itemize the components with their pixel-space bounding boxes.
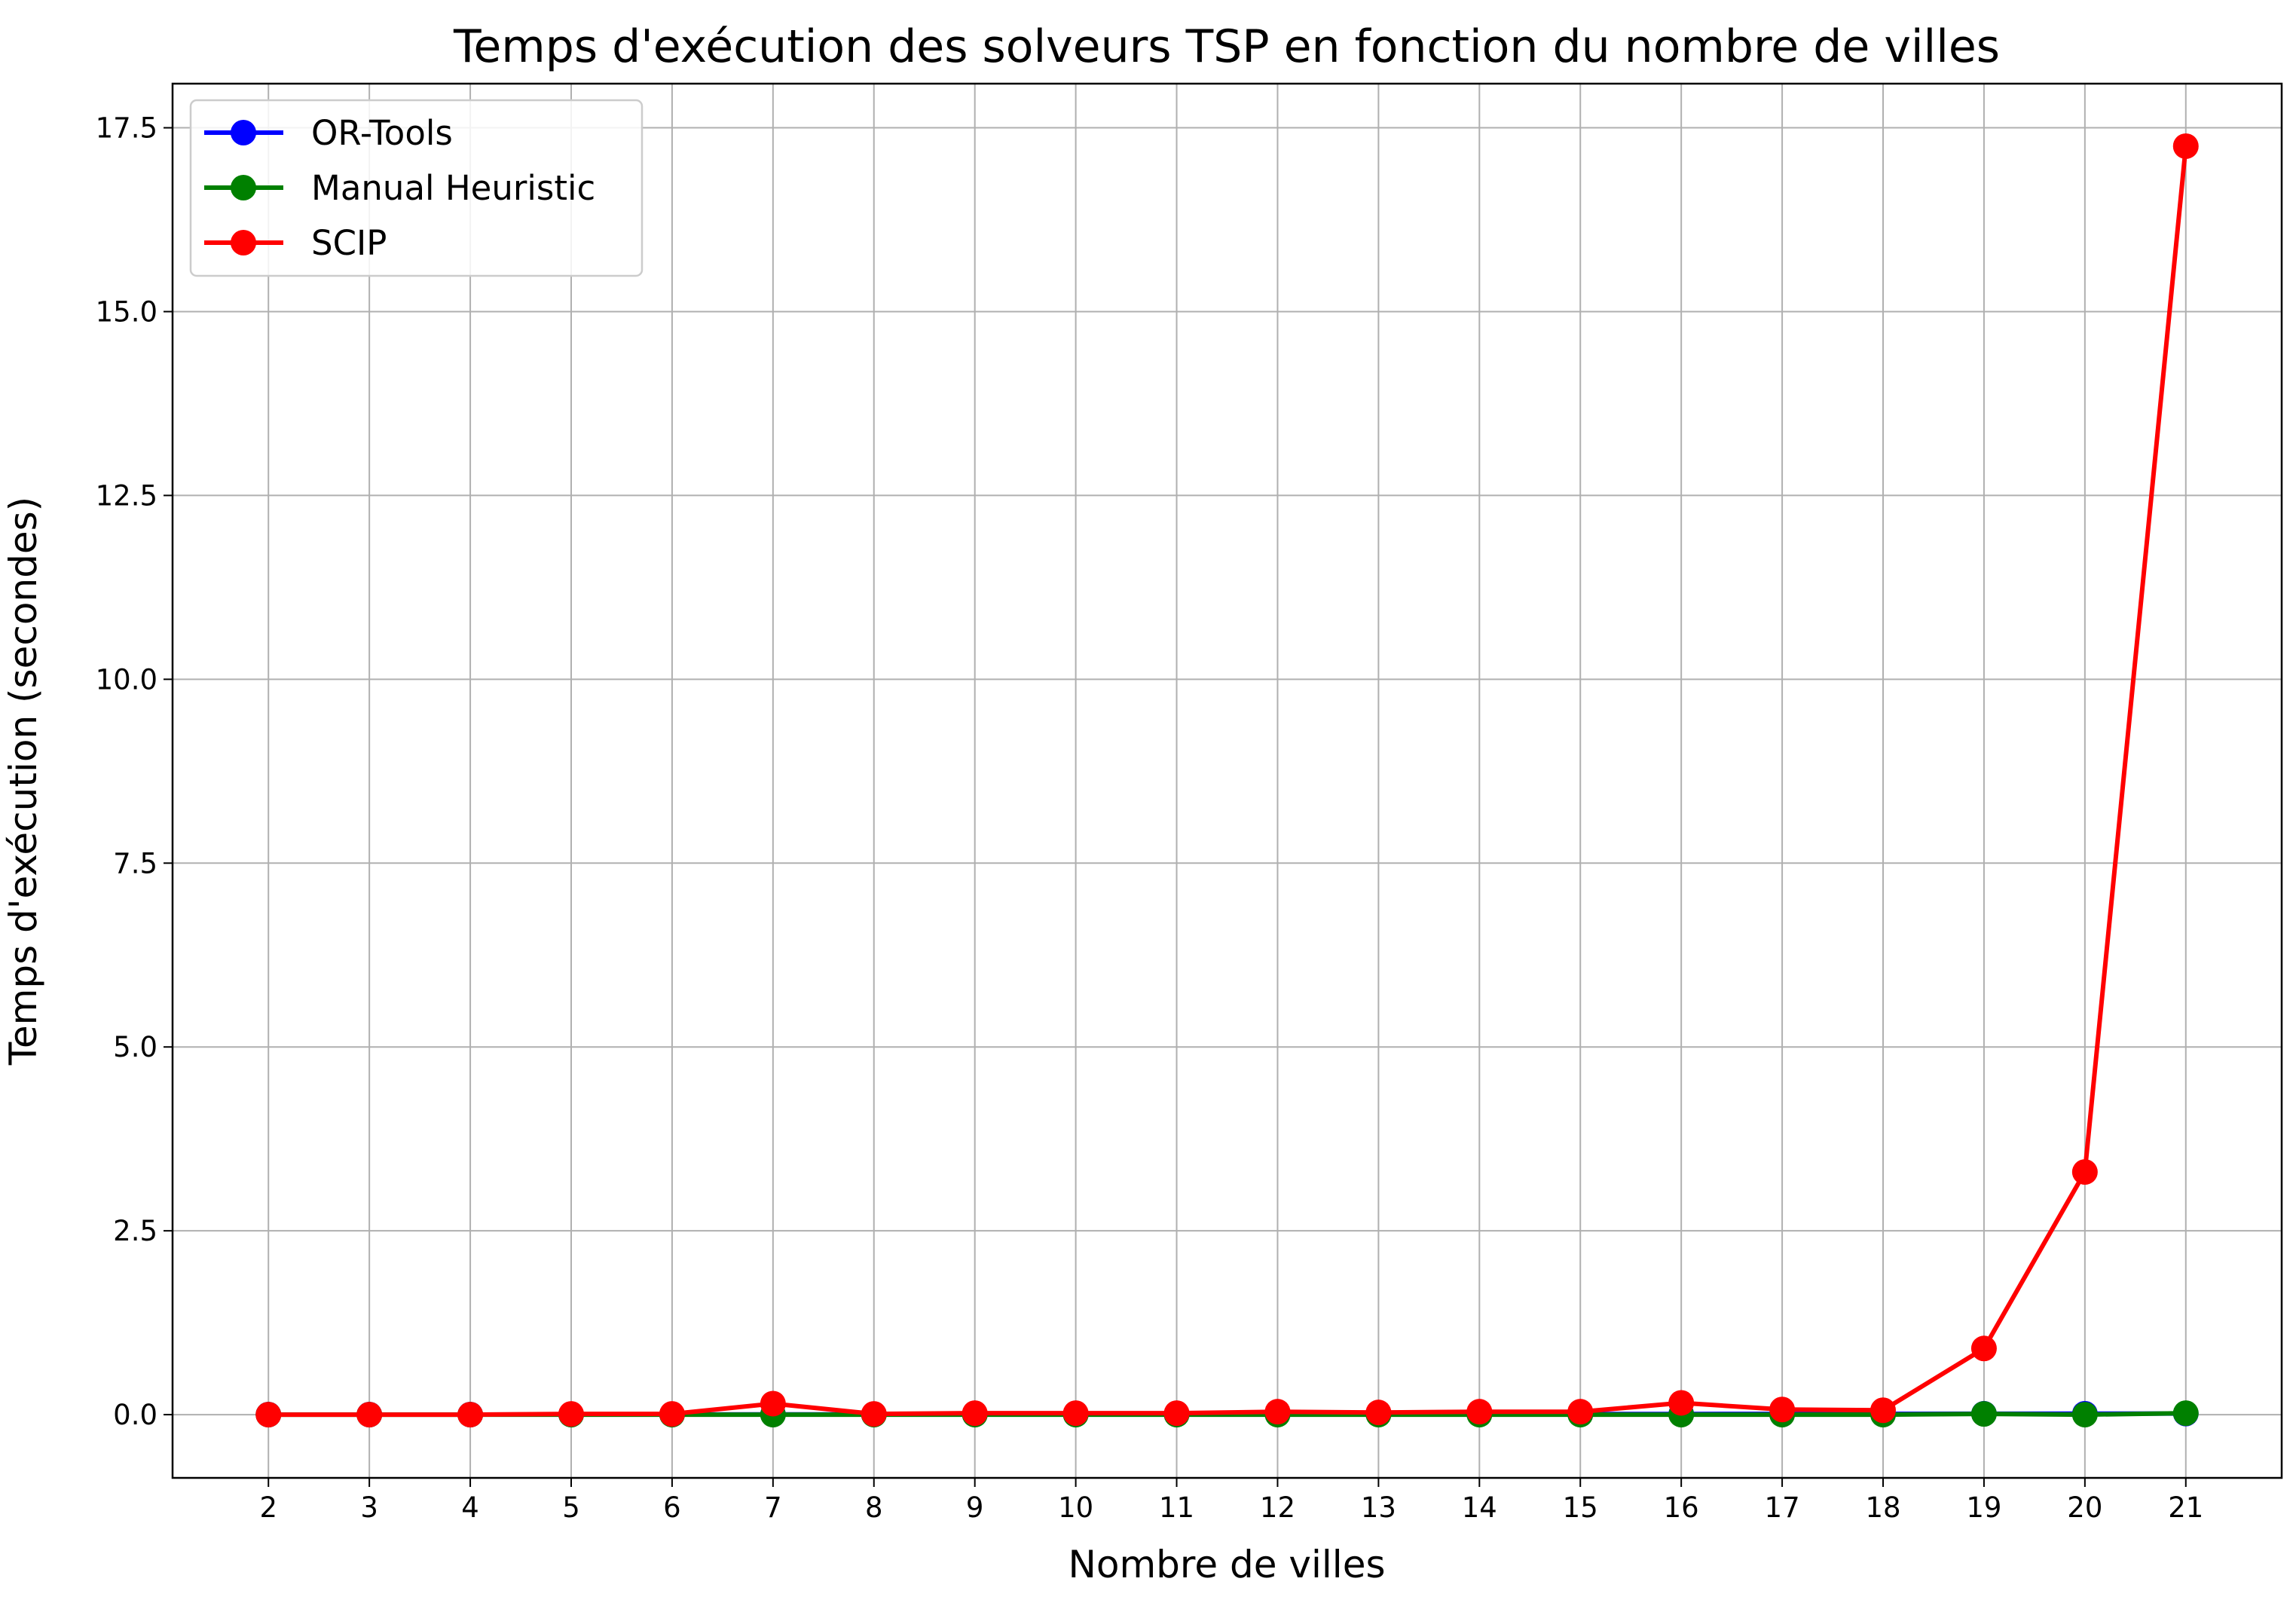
data-point	[2071, 1159, 2098, 1185]
y-tick-label: 0.0	[113, 1399, 157, 1431]
series-layer	[255, 133, 2199, 1428]
legend-frame	[189, 99, 644, 277]
x-axis-label: Nombre de villes	[1068, 1543, 1385, 1586]
data-point	[2172, 1400, 2199, 1427]
y-tick-label: 5.0	[113, 1031, 157, 1063]
data-point	[659, 1401, 685, 1427]
legend-marker	[231, 120, 256, 145]
x-tick-label: 9	[966, 1491, 984, 1524]
x-tick-label: 7	[764, 1491, 782, 1524]
data-point	[558, 1401, 584, 1427]
data-point	[2071, 1402, 2098, 1428]
y-tick-label: 17.5	[96, 112, 157, 145]
x-tick-label: 16	[1664, 1491, 1699, 1524]
plot-area-background	[173, 84, 2282, 1478]
x-tick-label: 2	[259, 1491, 277, 1524]
x-tick-label: 15	[1563, 1491, 1598, 1524]
data-point	[356, 1402, 383, 1428]
data-point	[1062, 1400, 1089, 1427]
data-point	[962, 1400, 988, 1427]
x-tick-label: 6	[663, 1491, 681, 1524]
legend-label: SCIP	[311, 223, 387, 263]
x-tick-label: 17	[1765, 1491, 1800, 1524]
series-scip	[255, 133, 2199, 1428]
data-point	[861, 1401, 887, 1427]
y-tick-label: 7.5	[113, 847, 157, 879]
x-tick-label: 5	[562, 1491, 580, 1524]
data-point	[457, 1402, 484, 1428]
plot-frame	[171, 82, 2283, 1479]
x-tick-label: 13	[1361, 1491, 1396, 1524]
x-tick-label: 11	[1159, 1491, 1194, 1524]
legend-label: Manual Heuristic	[311, 168, 595, 208]
data-point	[1769, 1396, 1796, 1423]
x-tick-label: 19	[1966, 1491, 2001, 1524]
data-point	[1870, 1397, 1897, 1424]
x-tick-label: 20	[2067, 1491, 2102, 1524]
data-point	[1466, 1399, 1493, 1425]
legend-label: OR-Tools	[311, 113, 453, 153]
x-tick-label: 4	[461, 1491, 479, 1524]
ticks: 2 3 4 5 6 7 8 9 10 11 12 13 14 15 16 17 18 19 20 21 0.0 2.5 5.…	[96, 112, 2204, 1524]
x-tick-label: 3	[360, 1491, 378, 1524]
data-point	[1668, 1390, 1695, 1416]
x-tick-label: 21	[2168, 1491, 2203, 1524]
x-tick-label: 10	[1058, 1491, 1093, 1524]
chart-title: Temps d'exécution des solveurs TSP en fo…	[453, 20, 2000, 73]
series-line	[268, 145, 2188, 1418]
y-axis-label: Temps d'exécution (secondes)	[2, 497, 45, 1066]
x-tick-label: 18	[1865, 1491, 1900, 1524]
y-tick-label: 15.0	[96, 295, 157, 328]
data-point	[760, 1390, 786, 1417]
x-tick-label: 14	[1462, 1491, 1497, 1524]
y-tick-label: 10.0	[96, 663, 157, 696]
data-point	[1970, 1401, 1997, 1427]
data-point	[1567, 1399, 1594, 1425]
data-point	[1970, 1335, 1997, 1362]
y-tick-label: 2.5	[113, 1215, 157, 1247]
x-tick-label: 8	[865, 1491, 883, 1524]
y-tick-label: 12.5	[96, 479, 157, 512]
data-point	[255, 1402, 282, 1428]
data-point	[2172, 133, 2199, 159]
x-tick-label: 12	[1260, 1491, 1295, 1524]
legend-marker	[231, 175, 256, 200]
legend-marker	[231, 230, 256, 255]
legend: OR-Tools Manual Heuristic SCIP	[189, 99, 644, 277]
data-point	[1365, 1400, 1392, 1426]
data-point	[1163, 1400, 1190, 1427]
data-point	[1264, 1399, 1291, 1425]
grid	[173, 84, 2282, 1478]
